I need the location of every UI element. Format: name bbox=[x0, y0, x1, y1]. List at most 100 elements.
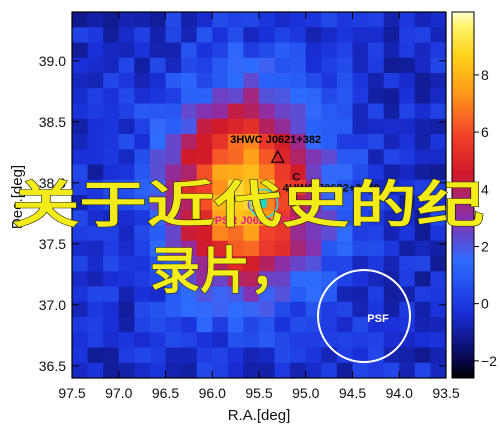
heatmap-cell bbox=[103, 73, 120, 89]
heatmap-cell bbox=[118, 73, 135, 89]
heatmap-cell bbox=[196, 332, 213, 349]
heatmap-cell bbox=[368, 317, 385, 333]
heatmap-cell bbox=[134, 347, 151, 364]
heatmap-cell bbox=[165, 164, 182, 181]
heatmap-cell bbox=[165, 42, 182, 59]
y-axis: 36.5 37.0 37.5 38.0 38.5 39.0 bbox=[39, 53, 446, 374]
heatmap-cell bbox=[414, 301, 432, 318]
heatmap-cell bbox=[181, 103, 198, 120]
heatmap-cell bbox=[290, 134, 307, 150]
heatmap-cell bbox=[212, 57, 229, 74]
heatmap-cell bbox=[321, 256, 338, 272]
heatmap-cell bbox=[212, 301, 229, 318]
heatmap-cell bbox=[134, 179, 151, 196]
heatmap-cell bbox=[305, 286, 322, 303]
heatmap-cell bbox=[430, 27, 446, 44]
heatmap-cell bbox=[103, 240, 120, 257]
heatmap-cell bbox=[290, 42, 307, 59]
heatmap-cell bbox=[274, 164, 291, 181]
heatmap-cell bbox=[399, 103, 416, 120]
heatmap-cell bbox=[212, 225, 229, 242]
heatmap-cell bbox=[399, 42, 416, 59]
heatmap-cell bbox=[165, 149, 182, 166]
heatmap-cell bbox=[259, 134, 276, 150]
heatmap-cell bbox=[103, 195, 120, 211]
heatmap-cell bbox=[72, 301, 89, 318]
heatmap-cell bbox=[103, 118, 120, 135]
heatmap-cell bbox=[165, 286, 182, 303]
heatmap-cell bbox=[414, 164, 432, 181]
heatmap-cell bbox=[352, 286, 369, 303]
heatmap-cell bbox=[181, 225, 198, 242]
heatmap-cell bbox=[274, 362, 291, 378]
y-tick-label: 36.5 bbox=[39, 358, 66, 374]
heatmap-cell bbox=[290, 240, 307, 257]
heatmap-cell bbox=[414, 73, 432, 89]
heatmap-cell bbox=[118, 57, 135, 74]
heatmap-cell bbox=[149, 164, 167, 181]
heatmap-cell bbox=[414, 256, 432, 272]
colorbar-tick-label: 8 bbox=[481, 67, 489, 83]
heatmap-cell bbox=[336, 286, 354, 303]
heatmap-cell bbox=[368, 195, 385, 211]
heatmap-cell bbox=[430, 271, 446, 288]
heatmap-cell bbox=[290, 332, 307, 349]
heatmap-cell bbox=[87, 286, 104, 303]
heatmap-cell bbox=[72, 286, 89, 303]
heatmap-cell bbox=[368, 225, 385, 242]
heatmap-cell bbox=[87, 12, 104, 28]
heatmap-cell bbox=[368, 332, 385, 349]
heatmap-cell bbox=[243, 271, 260, 288]
heatmap-cell bbox=[149, 73, 167, 89]
heatmap-cell bbox=[72, 164, 89, 181]
heatmap-cell bbox=[134, 73, 151, 89]
heatmap-cell bbox=[227, 73, 245, 89]
heatmap-cell bbox=[368, 134, 385, 150]
heatmap-cell bbox=[134, 256, 151, 272]
heatmap-cell bbox=[181, 57, 198, 74]
heatmap-cell bbox=[368, 27, 385, 44]
heatmap-cell bbox=[399, 73, 416, 89]
heatmap-cell bbox=[118, 210, 135, 227]
heatmap-cell bbox=[118, 347, 135, 364]
heatmap-cell bbox=[72, 88, 89, 105]
heatmap-cell bbox=[243, 256, 260, 272]
heatmap-cell bbox=[321, 210, 338, 227]
heatmap-cell bbox=[430, 286, 446, 303]
heatmap-cell bbox=[227, 179, 245, 196]
heatmap-cell bbox=[336, 73, 354, 89]
heatmap-cell bbox=[321, 103, 338, 120]
heatmap-cell bbox=[321, 149, 338, 166]
heatmap-cell bbox=[290, 286, 307, 303]
heatmap-cell bbox=[243, 225, 260, 242]
heatmap-cell bbox=[103, 103, 120, 120]
heatmap-cell bbox=[290, 103, 307, 120]
heatmap-cell bbox=[165, 240, 182, 257]
heatmap-cell bbox=[212, 256, 229, 272]
heatmap-cell bbox=[149, 42, 167, 59]
heatmap-cell bbox=[149, 149, 167, 166]
heatmap-cell bbox=[134, 332, 151, 349]
heatmap-cell bbox=[399, 27, 416, 44]
heatmap-cell bbox=[274, 256, 291, 272]
heatmap-cell bbox=[383, 27, 400, 44]
heatmap-cell bbox=[274, 27, 291, 44]
heatmap-cell bbox=[352, 88, 369, 105]
heatmap-cell bbox=[118, 240, 135, 257]
heatmap-cell bbox=[383, 210, 400, 227]
heatmap-cell bbox=[274, 118, 291, 135]
heatmap-cell bbox=[134, 103, 151, 120]
heatmap-cell bbox=[134, 362, 151, 378]
heatmap-cell bbox=[352, 225, 369, 242]
heatmap-cell bbox=[212, 240, 229, 257]
heatmap-cell bbox=[305, 73, 322, 89]
heatmap-cell bbox=[227, 362, 245, 378]
heatmap-cell bbox=[430, 210, 446, 227]
heatmap-cell bbox=[430, 256, 446, 272]
heatmap-cell bbox=[227, 347, 245, 364]
heatmap-cell bbox=[430, 12, 446, 28]
heatmap-cell bbox=[430, 149, 446, 166]
heatmap-cell bbox=[368, 103, 385, 120]
heatmap-cell bbox=[399, 317, 416, 333]
heatmap-cell bbox=[134, 225, 151, 242]
